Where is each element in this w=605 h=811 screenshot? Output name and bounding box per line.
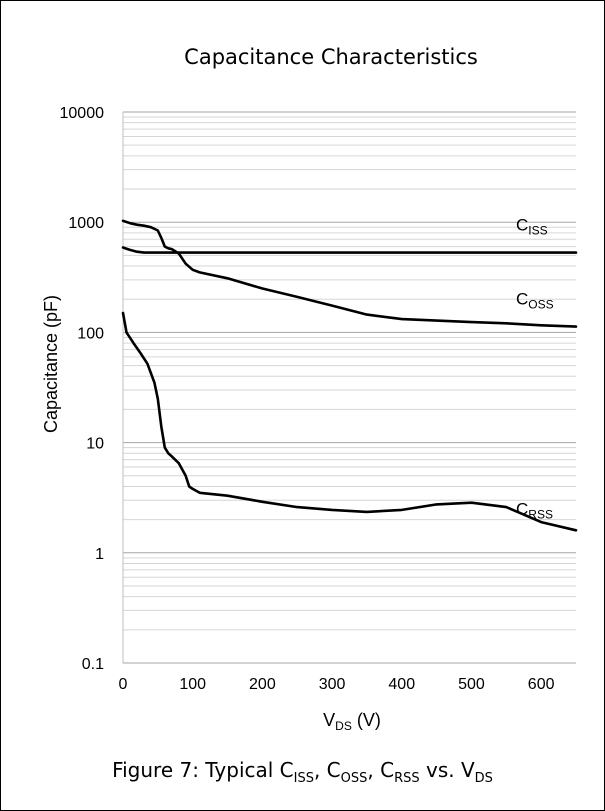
x-tick-label: 600: [528, 676, 555, 693]
y-tick-label: 10000: [60, 105, 105, 122]
caption-prefix: Figure 7: Typical C: [112, 758, 294, 782]
x-axis-label: VDS (V): [323, 710, 381, 733]
x-tick-label: 100: [179, 676, 206, 693]
series: [121, 219, 578, 532]
x-tick-label: 400: [388, 676, 415, 693]
x-tick-label: 200: [249, 676, 276, 693]
x-axis-label-sub: DS: [335, 719, 352, 733]
series-label-iss: CISS: [516, 216, 548, 238]
caption-mid2: , C: [367, 758, 395, 782]
x-tick-label: 500: [458, 676, 485, 693]
y-tick-label: 1: [95, 546, 104, 563]
x-tick-label: 0: [119, 676, 128, 693]
caption-mid3: vs. V: [419, 758, 475, 782]
x-axis-label-main: V: [323, 710, 335, 730]
y-tick-label: 0.1: [82, 656, 104, 673]
series-labels: CISS COSS CRSS: [516, 216, 554, 522]
x-tick-label: 300: [319, 676, 346, 693]
x-axis-label-tail: (V): [352, 710, 381, 730]
series-label-oss: COSS: [516, 290, 554, 312]
series-line-oss: [121, 219, 578, 328]
figure-caption: Figure 7: Typical CISS, COSS, CRSS vs. V…: [0, 758, 605, 786]
series-label-rss: CRSS: [516, 499, 553, 521]
caption-sub-ds: DS: [474, 771, 493, 786]
axes: Capacitance (pF) VDS (V) 0.1110100100010…: [41, 105, 555, 733]
series-line-iss: [121, 246, 578, 254]
caption-sub-rss: RSS: [394, 771, 420, 786]
chart-title: Capacitance Characteristics: [184, 45, 478, 69]
caption-mid1: , C: [313, 758, 341, 782]
y-tick-label: 100: [77, 325, 104, 342]
series-line-rss: [121, 311, 578, 532]
caption-sub-oss: OSS: [340, 771, 368, 786]
y-tick-label: 1000: [68, 215, 104, 232]
y-axis-label: Capacitance (pF): [41, 295, 61, 433]
y-tick-label: 10: [86, 436, 104, 453]
caption-sub-iss: ISS: [293, 771, 314, 786]
grid: [122, 111, 576, 664]
